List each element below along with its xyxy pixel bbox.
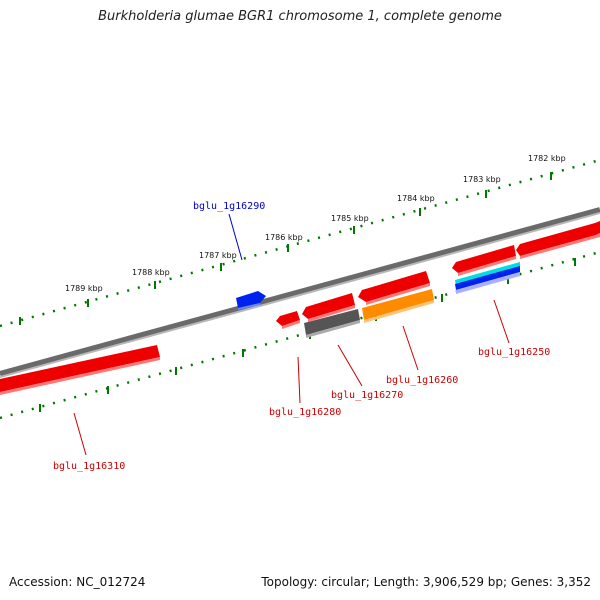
scale-label-1783: 1783 kbp [463,175,501,184]
gene-block-16270-upper[interactable] [302,293,355,322]
gene-block-16290[interactable] [236,291,266,310]
gene-label-16260[interactable]: bglu_1g16260 [386,375,458,386]
gene-label-16250[interactable]: bglu_1g16250 [478,347,550,358]
gene-block-16280[interactable] [276,311,300,329]
scale-label-1789: 1789 kbp [65,284,103,293]
scale-label-1784: 1784 kbp [397,194,435,203]
gene-label-16280[interactable]: bglu_1g16280 [269,407,341,418]
topology-text: Topology: circular; Length: 3,906,529 bp… [261,575,591,589]
connector-16260 [402,325,419,371]
chromosome-backbone [0,207,600,377]
outer-scale-track [0,158,600,328]
gene-label-16290[interactable]: bglu_1g16290 [193,201,265,212]
chromosome-backbone-highlight [0,212,600,378]
gene-block-far-right[interactable] [516,221,600,259]
gene-block-16260-lower[interactable] [362,289,434,323]
gene-block-16270-lower[interactable] [304,309,360,338]
scale-label-1785: 1785 kbp [331,214,369,223]
scale-label-1787: 1787 kbp [199,251,237,260]
connector-16270 [337,344,363,387]
outer-major-ticks [19,172,552,325]
gene-block-16260-upper[interactable] [358,271,430,305]
gene-block-16250-lower[interactable] [455,262,520,294]
accession-text: Accession: NC_012724 [9,575,146,589]
scale-label-1782: 1782 kbp [528,154,566,163]
gene-label-16270[interactable]: bglu_1g16270 [331,390,403,401]
genome-title: Burkholderia glumae BGR1 chromosome 1, c… [98,9,502,24]
connector-16280 [297,356,301,404]
inner-major-ticks [39,258,576,412]
gene-block-16250-upper[interactable] [452,245,516,276]
gene-label-16310[interactable]: bglu_1g16310 [53,461,125,472]
scale-label-1786: 1786 kbp [265,233,303,242]
gene-block-16310[interactable] [0,345,160,395]
connector-16290 [228,213,243,261]
connector-16310 [73,412,87,456]
connector-16250 [493,299,510,344]
scale-label-1788: 1788 kbp [132,268,170,277]
